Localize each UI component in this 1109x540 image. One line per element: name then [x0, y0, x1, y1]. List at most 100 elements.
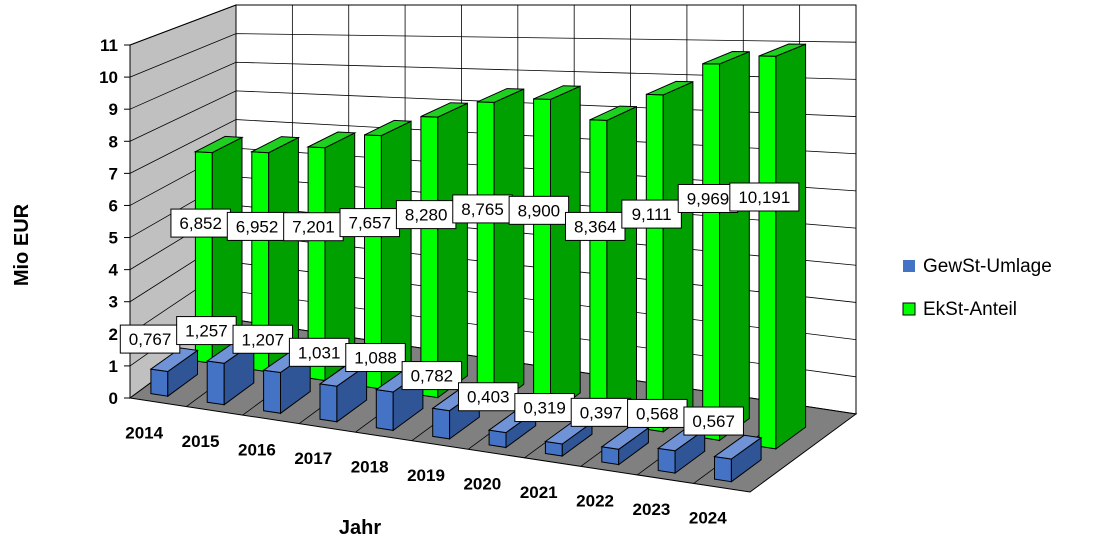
ekst-bar-2018-front	[420, 115, 439, 399]
ekst-data-label-box	[226, 211, 288, 241]
ekst-bar-2022-side	[662, 81, 694, 433]
gewst-data-label: 0,567	[692, 412, 735, 431]
ekst-bar-2021	[589, 105, 637, 425]
gewst-data-label: 1,031	[298, 343, 341, 362]
ekst-bar-2020-front	[533, 98, 551, 416]
gewst-data-label: 0,403	[467, 388, 510, 407]
gewst-bar-2015	[205, 339, 256, 406]
ekst-bar-2016-top	[306, 131, 357, 149]
gewst-data-label: 0,397	[580, 403, 623, 422]
ekst-bar-2014-top	[193, 135, 244, 154]
ekst-data-label: 8,364	[574, 217, 617, 236]
ekst-bar-2024-top	[758, 43, 806, 57]
ekst-bar-2023-side	[719, 50, 750, 442]
x-tick-label: 2022	[576, 492, 614, 511]
gewst-bar-2024-top	[713, 434, 763, 460]
y-tick-label: 10	[99, 68, 118, 87]
ekst-data-label-box	[621, 199, 682, 229]
bar-series	[149, 43, 807, 483]
ekst-data-label: 10,191	[738, 188, 790, 207]
gewst-data-label-box	[232, 324, 294, 354]
gewst-data-label-box	[288, 337, 350, 367]
ekst-data-label: 8,900	[518, 201, 561, 220]
y-tick-label: 3	[109, 293, 118, 312]
gewst-bar-2022	[600, 424, 650, 466]
ekst-data-label: 7,657	[349, 214, 392, 233]
ekst-bar-2024	[758, 43, 807, 450]
ekst-bar-2021-side	[606, 105, 637, 425]
x-axis-title: Jahr	[339, 517, 381, 539]
gewst-data-label: 0,782	[411, 367, 454, 386]
x-tick-label: 2018	[351, 457, 389, 476]
y-tick-label: 6	[109, 196, 118, 215]
gewst-bar-2014-top	[149, 347, 199, 373]
ekst-data-label-box	[283, 212, 344, 242]
y-tick-label: 0	[109, 389, 118, 408]
y-tick-label: 4	[109, 261, 119, 280]
gewst-data-label: 1,207	[242, 330, 285, 349]
ekst-bar-2019-top	[476, 88, 525, 103]
ekst-data-label: 6,852	[179, 214, 222, 233]
ekst-bar-2020-top	[533, 85, 581, 100]
ekst-bar-2015-top	[249, 136, 301, 154]
gewst-bar-2015-front	[206, 360, 225, 406]
ekst-bar-2021-front	[589, 119, 608, 424]
legend-label-ekst: EkSt-Anteil	[923, 299, 1017, 320]
legend-swatch-ekst	[902, 302, 916, 316]
gewst-bar-2014	[149, 347, 199, 398]
gewst-data-label: 0,767	[129, 330, 172, 349]
ekst-bar-2022-front	[645, 93, 664, 433]
ekst-bar-2024-side	[775, 43, 807, 450]
gewst-data-label-box	[457, 382, 519, 412]
ekst-data-label-box	[339, 208, 401, 238]
x-tick-label: 2016	[238, 440, 276, 459]
gewst-bar-2022-front	[601, 446, 620, 466]
ekst-bar-2020	[533, 85, 581, 416]
gewst-data-label: 1,257	[185, 322, 228, 341]
legend-swatch-gewst	[903, 260, 915, 272]
ekst-bar-2020-side	[550, 85, 581, 416]
ekst-data-label: 8,280	[405, 206, 448, 225]
ekst-data-label-box	[395, 200, 457, 230]
ekst-bar-2019-side	[493, 88, 525, 408]
gewst-bar-2024-front	[714, 456, 732, 483]
gewst-bar-2019-front	[432, 407, 451, 440]
ekst-bar-2015	[249, 136, 301, 373]
x-tick-label: 2015	[182, 432, 220, 451]
ekst-bar-2023-top	[702, 50, 750, 65]
ekst-data-label: 6,952	[236, 217, 279, 236]
gewst-data-label: 0,319	[523, 399, 566, 418]
x-tick-label: 2019	[407, 466, 445, 485]
y-tick-label: 9	[109, 100, 118, 119]
y-tick-label: 1	[109, 357, 118, 376]
ekst-data-label-box	[677, 183, 739, 213]
gewst-data-label-box	[514, 393, 575, 423]
ekst-bar-2019-front	[476, 101, 495, 407]
gewst-data-label-box	[345, 343, 406, 373]
ekst-data-label-box	[508, 195, 570, 225]
gewst-bar-2014-front	[150, 368, 169, 397]
x-axis: 2014 2015 2016 2017 2018 2019 2020 2021 2022 2023…	[125, 423, 727, 527]
x-tick-label: 2017	[294, 449, 332, 468]
ekst-data-label: 9,111	[632, 205, 672, 224]
ekst-data-label-box	[564, 211, 626, 241]
gewst-data-label-box	[119, 324, 181, 354]
ekst-bar-2018-side	[437, 102, 468, 399]
gewst-data-label-box	[683, 406, 744, 436]
x-tick-label: 2023	[633, 500, 671, 519]
ekst-bar-2023-front	[702, 63, 721, 441]
y-tick-label: 5	[109, 229, 118, 248]
y-axis: 0 1 2 3 4 5 6 7 8 9 10 11	[99, 36, 130, 408]
ekst-data-label: 9,969	[687, 189, 730, 208]
ekst-bar-2017-top	[364, 119, 412, 137]
y-tick-label: 7	[109, 164, 118, 183]
gewst-bar-2024	[713, 434, 763, 483]
y-tick-label: 2	[109, 325, 118, 344]
ekst-bar-2021-top	[589, 105, 637, 121]
legend-label-gewst: GewSt-Umlage	[923, 256, 1052, 277]
ekst-bar-2014	[193, 135, 244, 365]
gewst-bar-2017-front	[319, 383, 338, 423]
gewst-bar-2016-front	[263, 369, 281, 414]
gewst-data-label-box	[570, 397, 632, 427]
